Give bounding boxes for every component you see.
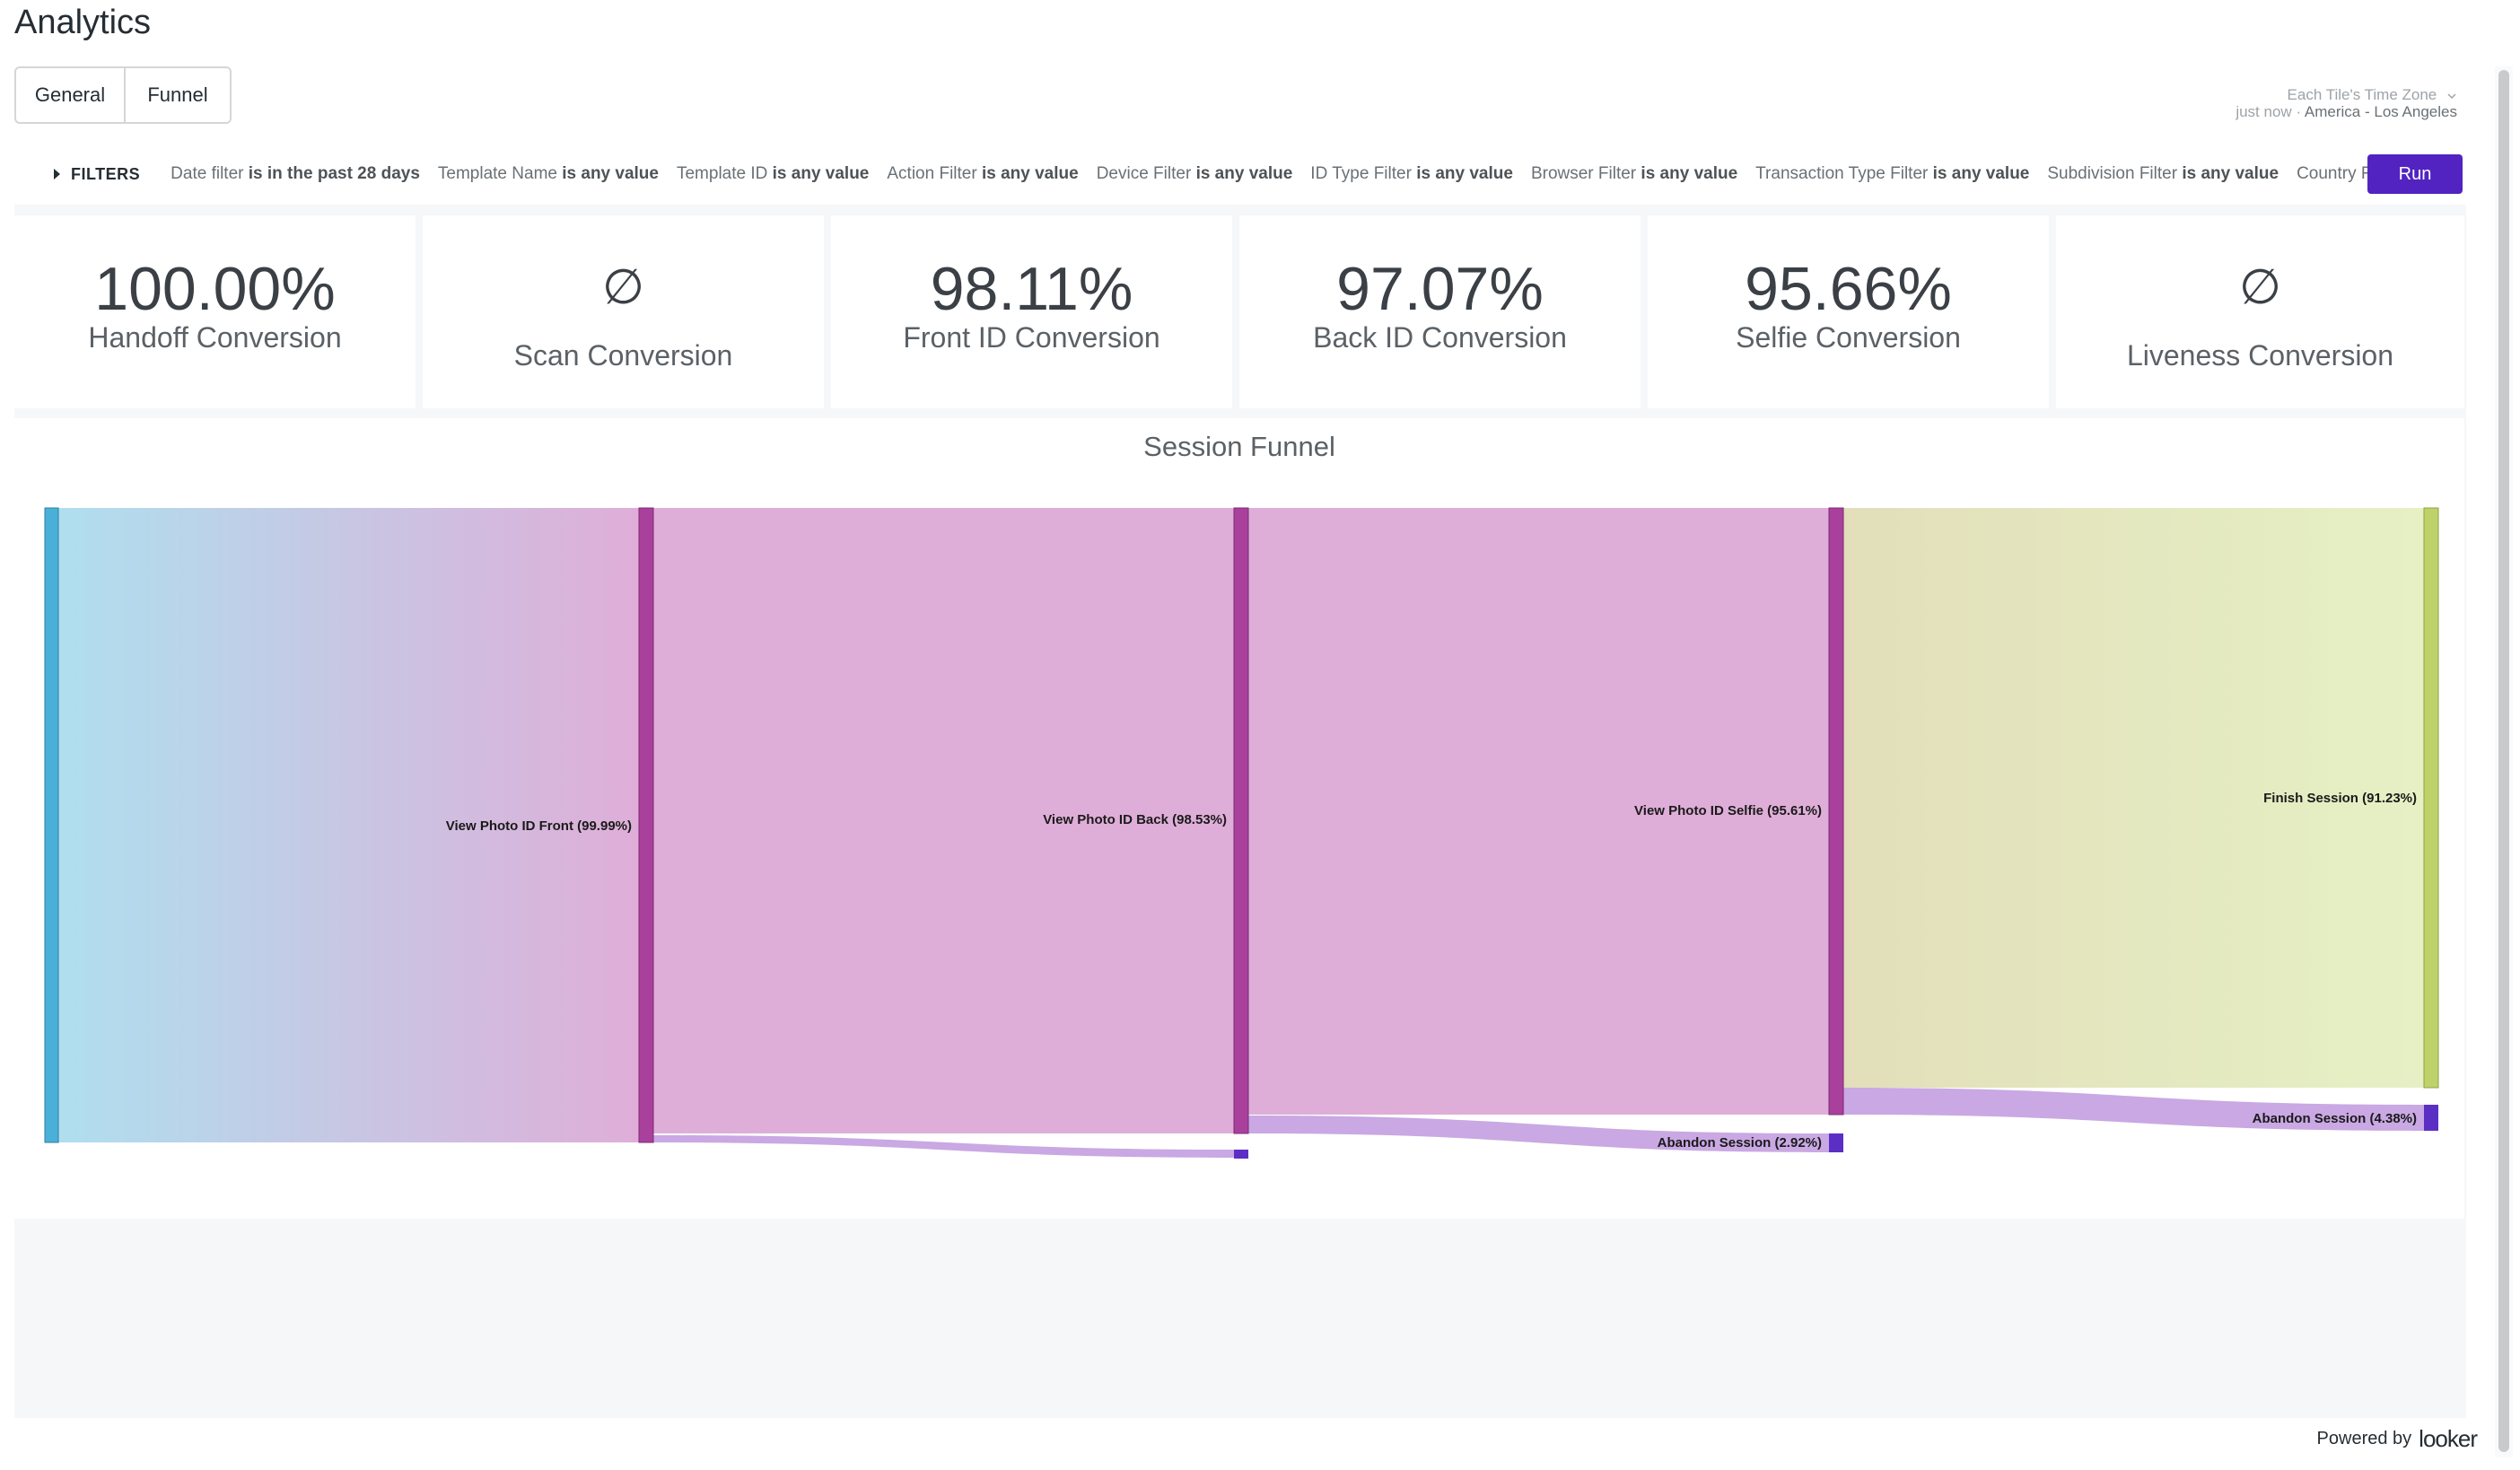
filter-browser[interactable]: Browser Filter is any value [1531, 164, 1737, 184]
tab-funnel[interactable]: Funnel [147, 83, 208, 106]
dashboard-tabs: General Funnel [14, 66, 232, 124]
tile-front-id-conversion: 98.11% Front ID Conversion [831, 215, 1232, 408]
filter-template-name[interactable]: Template Name is any value [438, 164, 659, 184]
timezone-status-row: just now · America - Los Angeles [2236, 103, 2457, 120]
filter-date[interactable]: Date filter is in the past 28 days [171, 164, 420, 184]
link-back-abandon [1248, 1116, 1829, 1152]
filter-name: Browser Filter [1530, 164, 1637, 183]
link-front-back [653, 508, 1234, 1133]
filter-name: Device Filter [1096, 164, 1192, 183]
empty-set-icon: ∅ [601, 260, 645, 314]
filter-value: is any value [562, 164, 659, 183]
node-abandon-back[interactable] [1829, 1133, 1843, 1152]
tile-label: Back ID Conversion [1313, 321, 1567, 354]
filter-name: Country F [2297, 164, 2372, 183]
filter-value: is any value [1932, 164, 2030, 183]
filter-list: Date filter is in the past 28 days Templ… [171, 164, 2378, 184]
tile-selfie-conversion: 95.66% Selfie Conversion [1648, 215, 2049, 408]
tile-label: Selfie Conversion [1736, 321, 1961, 354]
scrollbar-thumb[interactable] [2498, 70, 2509, 1452]
node-start[interactable] [44, 507, 59, 1143]
tile-value: 97.07% [1336, 255, 1544, 323]
filter-name: Subdivision Filter [2047, 164, 2178, 183]
page-title: Analytics [14, 4, 152, 41]
node-label-front: View Photo ID Front (99.99%) [446, 818, 632, 834]
filter-country[interactable]: Country F [2297, 164, 2371, 184]
tile-label: Front ID Conversion [903, 321, 1160, 354]
node-abandon-front[interactable] [1234, 1150, 1248, 1159]
node-abandon-selfie[interactable] [2424, 1105, 2438, 1131]
link-back-selfie [1248, 508, 1829, 1115]
filter-value: is any value [772, 164, 870, 183]
node-label-abandon-back: Abandon Session (2.92%) [1658, 1135, 1822, 1151]
link-selfie-abandon [1843, 1088, 2424, 1131]
node-label-selfie: View Photo ID Selfie (95.61%) [1634, 803, 1822, 818]
filter-value: is any value [1641, 164, 1738, 183]
scrollbar[interactable] [2495, 66, 2513, 1457]
node-back[interactable] [1233, 507, 1249, 1134]
filter-name: ID Type Filter [1310, 164, 1412, 183]
filter-name: Transaction Type Filter [1755, 164, 1929, 183]
filter-value: is any value [981, 164, 1079, 183]
timezone-value: America - Los Angeles [2304, 103, 2457, 120]
tile-liveness-conversion: ∅ Liveness Conversion [2056, 215, 2464, 408]
chevron-down-icon [2447, 92, 2456, 99]
filter-value: is in the past 28 days [248, 164, 420, 183]
node-label-back: View Photo ID Back (98.53%) [1043, 812, 1227, 827]
filter-id-type[interactable]: ID Type Filter is any value [1310, 164, 1513, 184]
run-button[interactable]: Run [2367, 154, 2463, 194]
node-label-abandon-finish: Abandon Session (4.38%) [2253, 1111, 2417, 1126]
filter-device[interactable]: Device Filter is any value [1097, 164, 1293, 184]
tile-back-id-conversion: 97.07% Back ID Conversion [1239, 215, 1641, 408]
tile-handoff-conversion: 100.00% Handoff Conversion [14, 215, 416, 408]
tile-label: Liveness Conversion [2126, 339, 2394, 372]
tile-value: 100.00% [94, 255, 336, 323]
node-front[interactable] [638, 507, 654, 1143]
timezone-label: Each Tile's Time Zone [2287, 86, 2437, 103]
filter-name: Date filter [171, 164, 244, 183]
chart-title: Session Funnel [1143, 431, 1335, 462]
filter-bar: FILTERS Date filter is in the past 28 da… [14, 154, 2464, 194]
powered-by-label: Powered by [2316, 1429, 2412, 1448]
filter-action[interactable]: Action Filter is any value [887, 164, 1078, 184]
timezone-selector[interactable]: Each Tile's Time Zone just now · America… [2236, 86, 2457, 120]
caret-right-icon [54, 169, 60, 179]
looker-logo[interactable]: looker [2419, 1425, 2478, 1452]
filter-name: Template Name [437, 164, 557, 183]
empty-set-icon: ∅ [2238, 260, 2282, 314]
link-selfie-finish [1843, 508, 2424, 1088]
filter-transaction-type[interactable]: Transaction Type Filter is any value [1755, 164, 2029, 184]
link-front-abandon [653, 1135, 1234, 1158]
node-label-finish: Finish Session (91.23%) [2263, 791, 2417, 806]
node-selfie[interactable] [1828, 507, 1844, 1116]
link-start-front [45, 508, 639, 1142]
filter-subdivision[interactable]: Subdivision Filter is any value [2047, 164, 2279, 184]
last-updated: just now [2236, 103, 2292, 120]
session-funnel-tile: Session Funnel View Photo [14, 418, 2464, 1219]
separator: · [2296, 103, 2302, 120]
filters-toggle-label: FILTERS [71, 164, 141, 183]
filter-value: is any value [1416, 164, 1513, 183]
filter-value: is any value [1195, 164, 1293, 183]
tab-general[interactable]: General [16, 68, 126, 122]
footer: Powered by looker [2316, 1425, 2478, 1453]
filter-value: is any value [2182, 164, 2279, 183]
filter-name: Action Filter [887, 164, 977, 183]
tile-label: Handoff Conversion [88, 321, 342, 354]
filters-toggle[interactable]: FILTERS [54, 165, 140, 184]
filter-name: Template ID [676, 164, 768, 183]
tile-value: 98.11% [930, 255, 1133, 323]
tile-scan-conversion: ∅ Scan Conversion [423, 215, 824, 408]
sankey-chart: View Photo ID Front (99.99%) View Photo … [44, 507, 2439, 1159]
tile-value: 95.66% [1745, 255, 1952, 323]
timezone-row: Each Tile's Time Zone [2236, 86, 2457, 103]
tile-label: Scan Conversion [513, 339, 733, 372]
filter-template-id[interactable]: Template ID is any value [677, 164, 869, 184]
node-finish[interactable] [2423, 507, 2439, 1089]
